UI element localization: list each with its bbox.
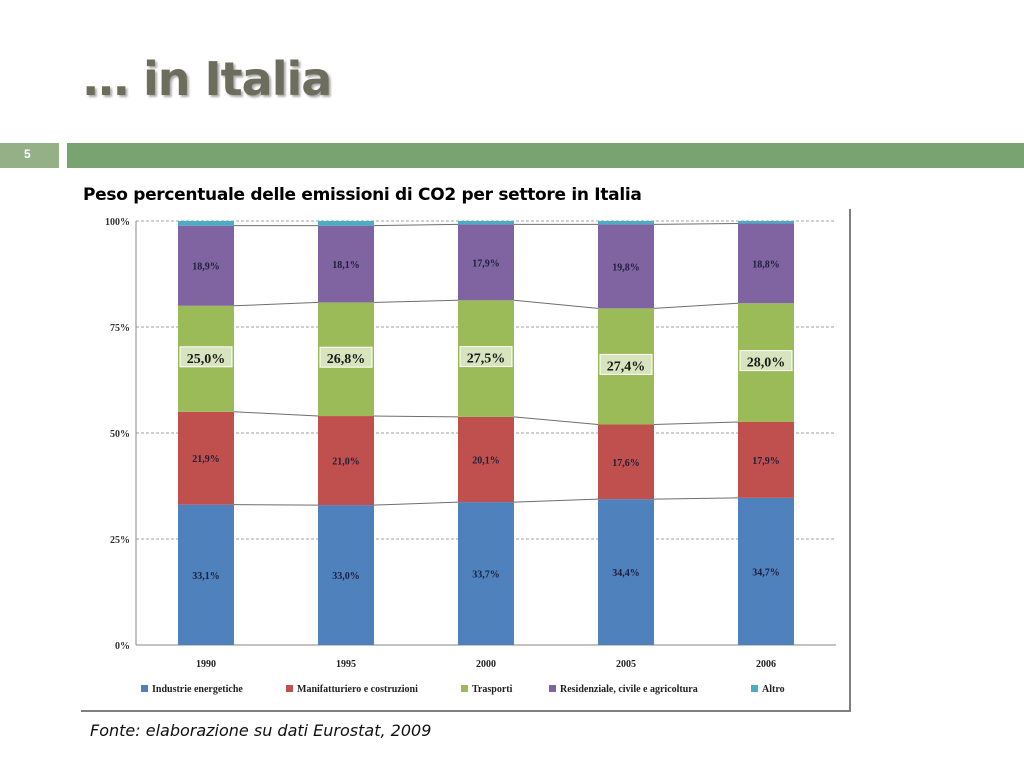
bar-segment <box>598 424 654 500</box>
data-label: 20,1% <box>472 456 500 467</box>
series-connector <box>653 223 739 225</box>
bar-segment <box>598 221 654 225</box>
data-label: 34,7% <box>752 567 780 578</box>
x-tick-label: 2000 <box>476 659 496 670</box>
legend-label: Industrie energetiche <box>152 684 243 695</box>
bar-segment <box>178 225 234 306</box>
bar-segment <box>598 499 654 645</box>
data-label-box <box>599 353 653 375</box>
series-connector <box>653 497 739 500</box>
series-connector <box>653 421 739 426</box>
series-connector <box>513 416 599 426</box>
page-number: 5 <box>24 147 31 161</box>
x-tick-label: 2006 <box>756 659 776 670</box>
data-label: 33,0% <box>332 571 360 582</box>
bar-segment <box>738 221 794 224</box>
data-label: 26,8% <box>327 352 366 367</box>
data-label-box <box>739 350 793 372</box>
y-tick-label: 75% <box>110 323 130 334</box>
data-label: 33,1% <box>192 571 220 582</box>
legend-swatch <box>751 685 758 692</box>
bar-segment <box>738 223 794 304</box>
stacked-bar-chart: 0% 25% 50% 75% 100% 33,1% 21,9% 25,0% 18,9% 1990 3… <box>105 217 836 695</box>
bar-segment <box>738 421 794 498</box>
data-label: 27,4% <box>607 359 646 374</box>
legend-label: Altro <box>762 684 785 695</box>
chart-frame: 0% 25% 50% 75% 100% 33,1% 21,9% 25,0% 18,9% 1990 3… <box>81 209 851 712</box>
series-connector <box>513 498 599 503</box>
chart-heading: Peso percentuale delle emissioni di CO2 … <box>83 185 642 205</box>
data-label: 17,9% <box>472 258 500 269</box>
legend-swatch <box>461 685 468 692</box>
bar-segment <box>178 411 234 505</box>
bar-segment <box>458 416 514 503</box>
data-label-box <box>459 346 513 368</box>
y-tick-label: 50% <box>110 429 130 440</box>
data-label: 27,5% <box>467 352 506 367</box>
data-label: 28,0% <box>747 356 786 371</box>
legend-label: Residenziale, civile e agricoltura <box>560 684 698 695</box>
legend-swatch <box>286 685 293 692</box>
bar-segment <box>318 505 374 645</box>
series-connector <box>373 223 459 227</box>
bar-segment <box>738 497 794 645</box>
y-tick-label: 0% <box>115 641 130 652</box>
bar-segment <box>598 224 654 309</box>
bar-segment <box>458 221 514 225</box>
data-label: 33,7% <box>472 570 500 581</box>
legend-label: Trasporti <box>472 684 513 695</box>
x-tick-label: 2005 <box>616 659 636 670</box>
data-label: 19,8% <box>612 262 640 273</box>
series-connector <box>373 501 459 506</box>
x-tick-label: 1995 <box>336 659 356 670</box>
source-note: Fonte: elaborazione su dati Eurostat, 20… <box>90 721 432 740</box>
bar-segment <box>318 221 374 226</box>
page-number-box <box>0 143 59 168</box>
data-label: 18,8% <box>752 259 780 270</box>
series-connector <box>373 299 459 303</box>
series-connector <box>373 415 459 418</box>
data-label: 21,9% <box>192 454 220 465</box>
data-label: 18,1% <box>332 260 360 271</box>
bar-segment <box>318 416 374 506</box>
data-label: 21,0% <box>332 457 360 468</box>
series-connector <box>233 411 319 417</box>
y-tick-label: 25% <box>110 535 130 546</box>
x-tick-label: 1990 <box>196 659 216 670</box>
data-label: 17,9% <box>752 456 780 467</box>
header-band <box>67 143 1024 168</box>
series-connector <box>653 302 739 309</box>
bar-segment <box>458 224 514 301</box>
bar-segment <box>178 504 234 645</box>
legend-swatch <box>549 685 556 692</box>
bar-segment <box>318 225 374 303</box>
legend-swatch <box>141 685 148 692</box>
data-label-box <box>179 346 233 368</box>
bar-segment <box>178 221 234 226</box>
series-connector <box>513 299 599 309</box>
data-label: 18,9% <box>192 262 220 273</box>
data-label: 25,0% <box>187 352 226 367</box>
series-connector <box>233 301 319 307</box>
bar-segment <box>458 502 514 645</box>
y-tick-label: 100% <box>105 217 130 228</box>
data-label: 17,6% <box>612 458 640 469</box>
legend-label: Manifatturiero e costruzioni <box>297 684 418 695</box>
data-label-box <box>319 346 373 368</box>
data-label: 34,4% <box>612 568 640 579</box>
slide-title: … in Italia <box>83 52 332 106</box>
